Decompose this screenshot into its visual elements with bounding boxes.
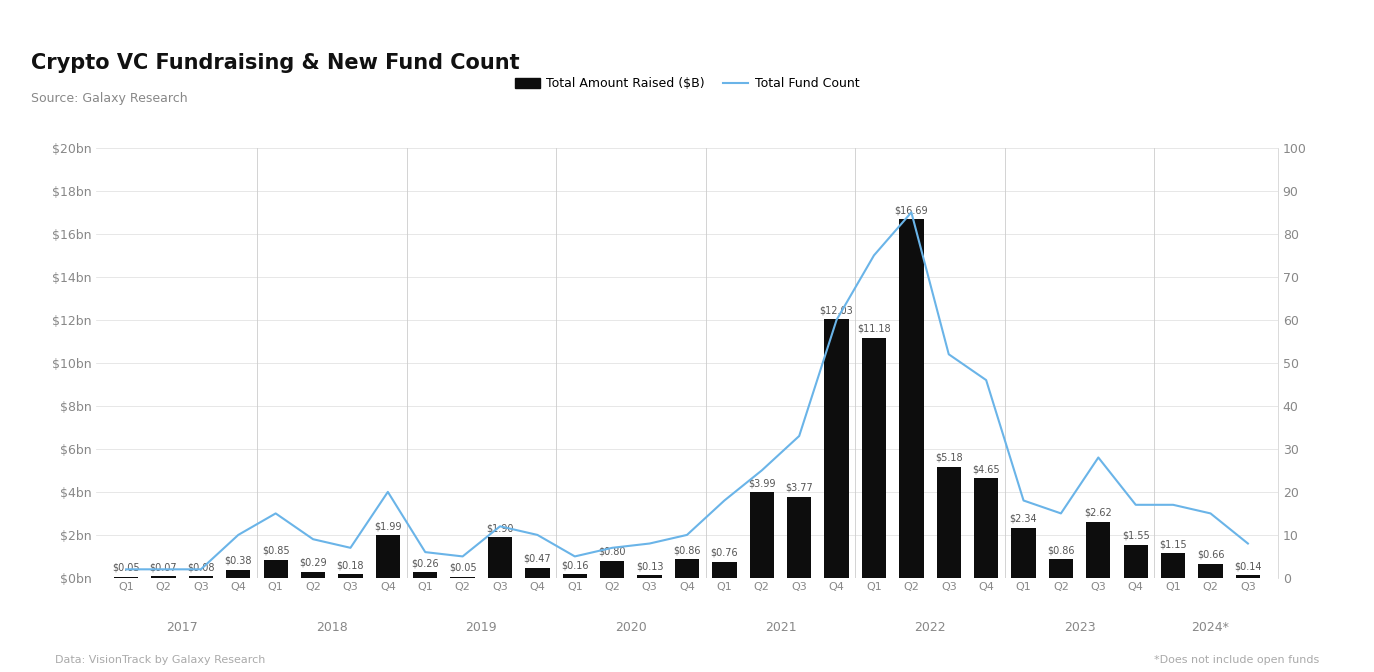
Bar bbox=[1198, 564, 1223, 578]
Text: $2.62: $2.62 bbox=[1084, 508, 1112, 517]
Text: $16.69: $16.69 bbox=[894, 205, 929, 215]
Bar bbox=[188, 576, 213, 578]
Bar bbox=[824, 319, 849, 578]
Bar bbox=[338, 574, 363, 578]
Bar bbox=[1161, 553, 1186, 578]
Text: $12.03: $12.03 bbox=[820, 305, 853, 315]
Text: Data: VisionTrack by Galaxy Research: Data: VisionTrack by Galaxy Research bbox=[55, 655, 265, 665]
Bar bbox=[451, 577, 475, 578]
Text: $0.29: $0.29 bbox=[300, 558, 327, 568]
Bar bbox=[525, 568, 550, 578]
Text: $0.38: $0.38 bbox=[224, 556, 251, 566]
Bar bbox=[675, 559, 699, 578]
Text: $0.18: $0.18 bbox=[337, 560, 364, 570]
Text: $0.14: $0.14 bbox=[1234, 561, 1261, 571]
Text: $1.99: $1.99 bbox=[374, 521, 401, 532]
Text: $0.05: $0.05 bbox=[113, 563, 140, 573]
Bar bbox=[114, 577, 139, 578]
Text: $1.55: $1.55 bbox=[1121, 531, 1150, 541]
Text: $0.76: $0.76 bbox=[710, 548, 738, 558]
Bar bbox=[787, 497, 811, 578]
Bar bbox=[1124, 544, 1147, 578]
Text: $3.99: $3.99 bbox=[747, 478, 775, 489]
Bar bbox=[1087, 521, 1110, 578]
Bar bbox=[712, 562, 736, 578]
Text: Crypto VC Fundraising & New Fund Count: Crypto VC Fundraising & New Fund Count bbox=[32, 53, 519, 73]
Bar bbox=[563, 575, 587, 578]
Text: 2019: 2019 bbox=[466, 621, 497, 634]
Bar bbox=[638, 575, 662, 578]
Bar bbox=[227, 570, 250, 578]
Bar bbox=[488, 537, 513, 578]
Text: $0.86: $0.86 bbox=[673, 546, 701, 556]
Text: $0.86: $0.86 bbox=[1047, 546, 1074, 556]
Bar bbox=[301, 572, 326, 578]
Bar bbox=[414, 573, 437, 578]
Text: 2021: 2021 bbox=[765, 621, 797, 634]
Bar bbox=[1235, 575, 1260, 578]
Text: $0.85: $0.85 bbox=[262, 546, 290, 556]
Bar bbox=[375, 535, 400, 578]
Text: $0.47: $0.47 bbox=[523, 554, 551, 564]
Text: $0.66: $0.66 bbox=[1197, 550, 1224, 560]
Text: 2017: 2017 bbox=[166, 621, 198, 634]
Bar bbox=[151, 577, 176, 578]
Bar bbox=[600, 560, 624, 578]
Text: $4.65: $4.65 bbox=[973, 464, 1000, 474]
Bar bbox=[974, 478, 999, 578]
Text: 2023: 2023 bbox=[1063, 621, 1095, 634]
Text: *Does not include open funds: *Does not include open funds bbox=[1154, 655, 1319, 665]
Text: $3.77: $3.77 bbox=[786, 483, 813, 493]
Text: $0.16: $0.16 bbox=[561, 560, 588, 571]
Text: $11.18: $11.18 bbox=[857, 324, 890, 333]
Text: 2020: 2020 bbox=[616, 621, 647, 634]
Bar bbox=[861, 337, 886, 578]
Text: $5.18: $5.18 bbox=[934, 453, 963, 462]
Bar bbox=[937, 466, 960, 578]
Text: $0.08: $0.08 bbox=[187, 562, 214, 573]
Text: $1.90: $1.90 bbox=[486, 523, 514, 533]
Text: Source: Galaxy Research: Source: Galaxy Research bbox=[32, 92, 188, 105]
Bar bbox=[750, 492, 774, 578]
Bar bbox=[899, 219, 923, 578]
Bar bbox=[1011, 528, 1036, 578]
Text: $0.05: $0.05 bbox=[449, 563, 477, 573]
Text: 2022: 2022 bbox=[914, 621, 945, 634]
Text: 2024*: 2024* bbox=[1191, 621, 1230, 634]
Text: 2018: 2018 bbox=[316, 621, 348, 634]
Text: $0.26: $0.26 bbox=[411, 558, 440, 569]
Text: $0.13: $0.13 bbox=[636, 561, 664, 571]
Text: $0.80: $0.80 bbox=[599, 547, 627, 557]
Text: $1.15: $1.15 bbox=[1160, 540, 1187, 549]
Text: $0.07: $0.07 bbox=[150, 562, 177, 573]
Bar bbox=[264, 560, 287, 578]
Text: $2.34: $2.34 bbox=[1010, 513, 1037, 523]
Legend: Total Amount Raised ($B), Total Fund Count: Total Amount Raised ($B), Total Fund Cou… bbox=[510, 73, 864, 95]
Bar bbox=[1048, 559, 1073, 578]
